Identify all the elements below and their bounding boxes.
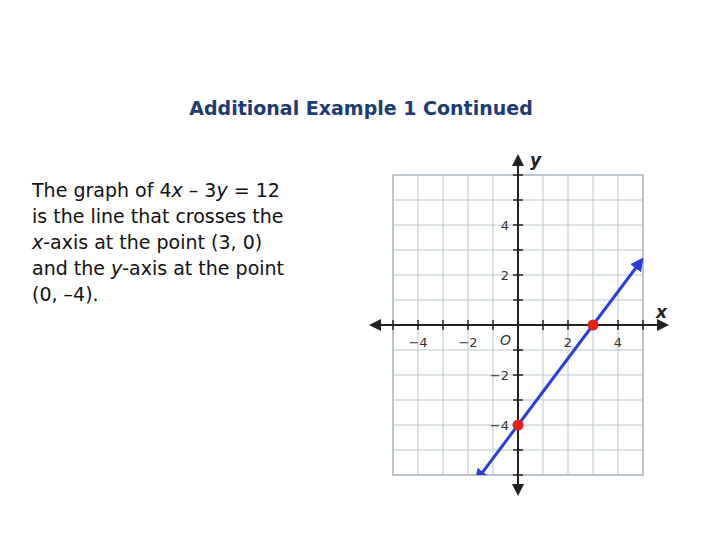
grid-line-y	[393, 225, 643, 226]
y-tick	[513, 449, 523, 451]
grid-line-x	[543, 175, 544, 475]
origin-label: O	[500, 332, 511, 348]
y-tick	[513, 199, 523, 201]
grid-line-x	[643, 175, 644, 475]
y-tick-label: −2	[490, 368, 509, 383]
x-tick	[467, 320, 469, 330]
y-tick	[513, 374, 523, 376]
grid-line-y	[393, 275, 643, 276]
y-tick	[513, 324, 523, 326]
grid-line-y	[393, 175, 643, 176]
grid-line-y	[393, 300, 643, 301]
x-tick	[417, 320, 419, 330]
body-run: x	[31, 231, 44, 253]
slide-title: Additional Example 1 Continued	[189, 97, 533, 119]
body-run: is the line that crosses the	[32, 205, 283, 227]
body-line: is the line that crosses the	[32, 205, 283, 227]
x-tick-label: 2	[564, 335, 572, 350]
body-line: x-axis at the point (3, 0)	[31, 231, 262, 253]
x-tick	[442, 320, 444, 330]
body-run: -axis at the point (3, 0)	[43, 231, 262, 253]
body-line: (0, –4).	[32, 283, 99, 305]
body-run: y	[215, 179, 228, 201]
body-line: The graph of 4x – 3y = 12	[31, 179, 280, 201]
body-run: – 3	[183, 179, 217, 201]
grid-line-x	[468, 175, 469, 475]
grid-line-x	[418, 175, 419, 475]
y-tick	[513, 399, 523, 401]
body-run: The graph of 4	[31, 179, 171, 201]
y-tick	[513, 274, 523, 276]
body-line: and the y-axis at the point	[32, 257, 284, 279]
body-run: y	[110, 257, 123, 279]
x-tick	[617, 320, 619, 330]
y-tick	[513, 224, 523, 226]
grid-line-y	[393, 450, 643, 451]
data-line	[481, 265, 639, 475]
body-run: -axis at the point	[122, 257, 284, 279]
grid-line-y	[393, 400, 643, 401]
x-tick	[392, 320, 394, 330]
data-point	[588, 320, 599, 331]
data-layer	[481, 265, 639, 475]
y-tick-label: 2	[501, 268, 509, 283]
y-tick	[513, 349, 523, 351]
grid-line-y	[393, 350, 643, 351]
slide: Additional Example 1 Continued The graph …	[0, 0, 720, 540]
x-tick	[567, 320, 569, 330]
body-run: and the	[32, 257, 111, 279]
x-tick-label: 4	[614, 335, 622, 350]
y-tick-label: −4	[490, 418, 509, 433]
grid-line-y	[393, 475, 643, 476]
x-tick	[542, 320, 544, 330]
body-run: (0, –4).	[32, 283, 99, 305]
y-axis-label: y	[530, 150, 542, 170]
grid-line-x	[618, 175, 619, 475]
grid-line-x	[568, 175, 569, 475]
y-tick	[513, 174, 523, 176]
grid-line-y	[393, 375, 643, 376]
grid-line-y	[393, 250, 643, 251]
x-tick-label: −4	[408, 335, 427, 350]
x-axis-label: x	[655, 302, 668, 322]
body-run: = 12	[228, 179, 280, 201]
y-tick	[513, 474, 523, 476]
x-tick-label: −2	[458, 335, 477, 350]
x-tick	[492, 320, 494, 330]
x-tick	[642, 320, 644, 330]
grid-line-y	[393, 200, 643, 201]
grid-line-x	[443, 175, 444, 475]
grid-line-x	[393, 175, 394, 475]
y-tick	[513, 299, 523, 301]
y-tick-label: 4	[501, 218, 509, 233]
y-tick	[513, 249, 523, 251]
body-run: x	[170, 179, 183, 201]
data-point	[513, 420, 524, 431]
